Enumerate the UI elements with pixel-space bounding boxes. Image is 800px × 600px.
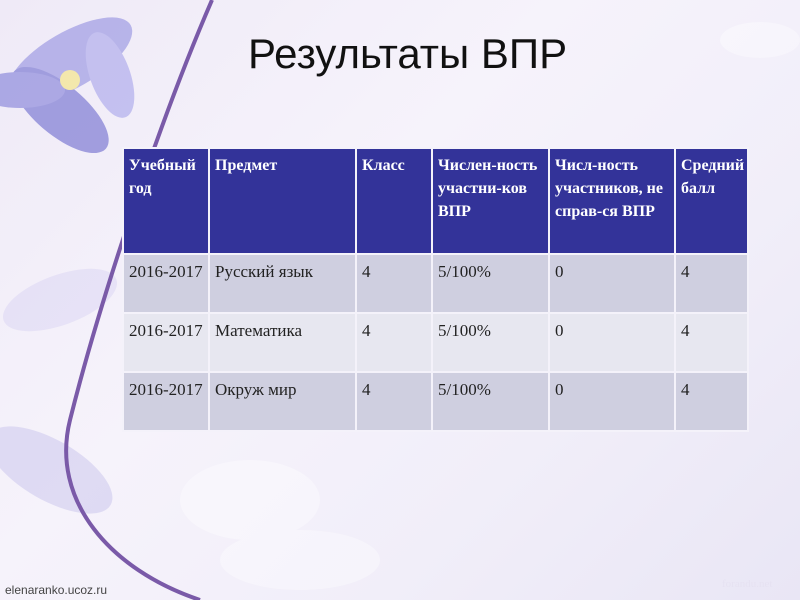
header-cell: Предмет: [208, 147, 357, 255]
results-table: Учебный год Предмет Класс Числен-ность у…: [122, 147, 749, 432]
header-cell: Класс: [355, 147, 433, 255]
table-row: 2016-2017 Математика 4 5/100% 0 4: [122, 312, 749, 373]
cell: 0: [548, 253, 676, 314]
cell: 0: [548, 371, 676, 432]
cell: 4: [355, 312, 433, 373]
header-cell: Числ-ность участников, не справ-ся ВПР: [548, 147, 676, 255]
table-row: 2016-2017 Окруж мир 4 5/100% 0 4: [122, 371, 749, 432]
cell: 5/100%: [431, 253, 550, 314]
table-header-row: Учебный год Предмет Класс Числен-ность у…: [122, 147, 749, 255]
cell: 4: [674, 253, 749, 314]
cell: 4: [355, 371, 433, 432]
cell: 2016-2017: [122, 371, 210, 432]
cell: Русский язык: [208, 253, 357, 314]
header-cell: Учебный год: [122, 147, 210, 255]
header-cell: Числен-ность участни-ков ВПР: [431, 147, 550, 255]
cell: 4: [674, 371, 749, 432]
header-cell: Средний балл: [674, 147, 749, 255]
purple-curve: [64, 0, 214, 600]
cell: 2016-2017: [122, 312, 210, 373]
footer-source: elenaranko.ucoz.ru: [5, 583, 108, 597]
slide-title: Результаты ВПР: [248, 30, 568, 77]
cell: Математика: [208, 312, 357, 373]
cell: 5/100%: [431, 312, 550, 373]
cell: 0: [548, 312, 676, 373]
cell: 5/100%: [431, 371, 550, 432]
cell: 4: [674, 312, 749, 373]
cell: 4: [355, 253, 433, 314]
cell: 2016-2017: [122, 253, 210, 314]
table-row: 2016-2017 Русский язык 4 5/100% 0 4: [122, 253, 749, 314]
cell: Окруж мир: [208, 371, 357, 432]
footer-watermark: forandu.net: [722, 578, 773, 590]
